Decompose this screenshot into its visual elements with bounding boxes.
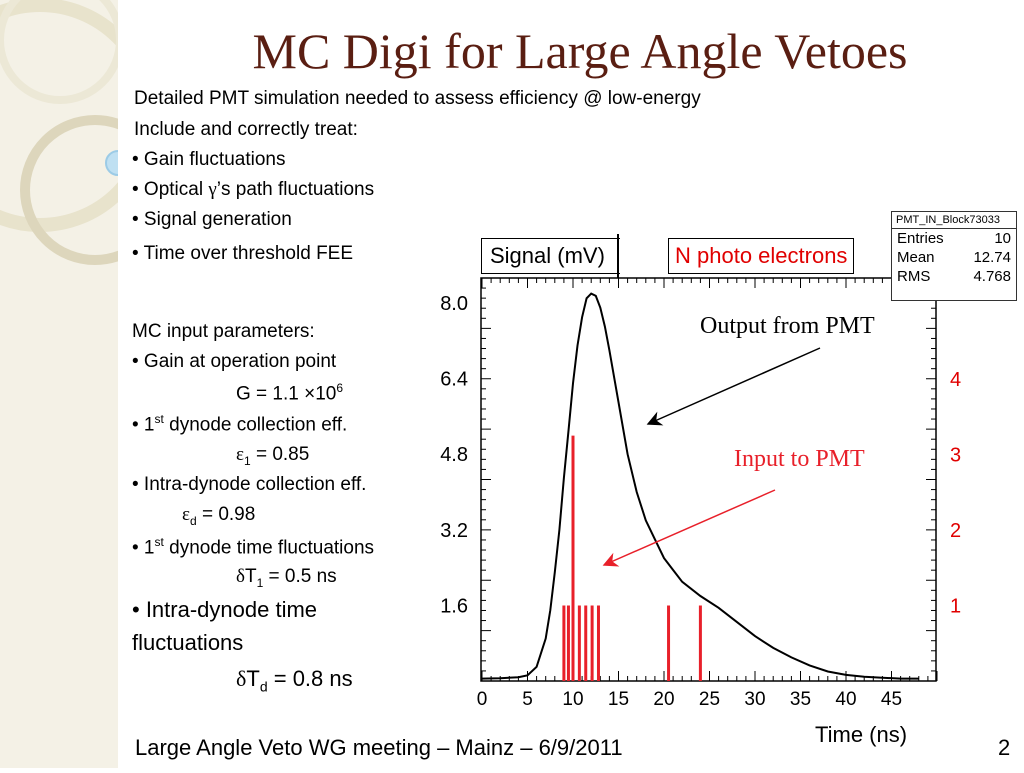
x-tick-label: 25 bbox=[699, 689, 720, 710]
stats-box: PMT_IN_Block73033 Entries 10 Mean 12.74 RM… bbox=[891, 211, 1017, 301]
intro-line-1: Detailed PMT simulation needed to assess… bbox=[134, 88, 701, 109]
y-tick-label: 6.4 bbox=[440, 369, 468, 391]
npe-tick-label: 2 bbox=[950, 520, 961, 542]
x-tick-label: 5 bbox=[522, 689, 533, 710]
params-heading: MC input parameters: bbox=[132, 321, 315, 342]
x-tick-label: 45 bbox=[881, 689, 902, 710]
param-intra-label: • Intra-dynode collection eff. bbox=[132, 474, 367, 495]
stats-box-name: PMT_IN_Block73033 bbox=[892, 212, 1016, 229]
param-dt1: δT1 = 0.5 ns bbox=[236, 566, 337, 590]
x-tick-label: 15 bbox=[608, 689, 629, 710]
bullet-optical: • Optical γ’s path fluctuations bbox=[132, 179, 375, 200]
output-signal-curve bbox=[481, 292, 919, 680]
x-tick-label: 20 bbox=[653, 689, 674, 710]
x-tick-label: 30 bbox=[744, 689, 765, 710]
x-tick-label: 35 bbox=[790, 689, 811, 710]
param-intra-time-1: • Intra-dynode time bbox=[132, 597, 318, 622]
gamma-symbol: γ bbox=[208, 179, 217, 200]
input-arrow bbox=[602, 489, 776, 567]
npe-tick-label: 1 bbox=[950, 596, 961, 618]
output-annotation: Output from PMT bbox=[700, 313, 875, 339]
param-eps1: ε1 = 0.85 bbox=[236, 444, 310, 468]
output-arrow bbox=[646, 347, 821, 426]
param-dtd: δTd = 0.8 ns bbox=[236, 666, 353, 695]
bullet-signal: • Signal generation bbox=[132, 209, 292, 230]
x-tick-label: 0 bbox=[477, 689, 488, 710]
bullet-tot: • Time over threshold FEE bbox=[132, 243, 354, 264]
stats-row: Entries 10 bbox=[897, 230, 1011, 247]
stats-row: RMS 4.768 bbox=[897, 268, 1011, 285]
param-gain-label: • Gain at operation point bbox=[132, 351, 337, 372]
intro-line-2: Include and correctly treat: bbox=[134, 119, 358, 140]
signal-box-divider bbox=[617, 234, 619, 278]
slide-title: MC Digi for Large Angle Vetoes bbox=[252, 23, 908, 79]
y-tick-label: 8.0 bbox=[440, 293, 468, 315]
param-dynode1-label: • 1st dynode collection eff. bbox=[132, 412, 348, 436]
stats-row: Mean 12.74 bbox=[897, 249, 1011, 266]
plot-frame bbox=[480, 277, 937, 682]
y-tick-label: 4.8 bbox=[440, 444, 468, 466]
x-tick-label: 10 bbox=[562, 689, 583, 710]
npe-axis-label: N photo electrons bbox=[668, 238, 855, 274]
decorative-side-panel bbox=[0, 0, 170, 768]
decorative-rings bbox=[0, 0, 170, 265]
y-tick-label: 3.2 bbox=[440, 520, 468, 542]
y-tick-label: 1.6 bbox=[440, 595, 468, 617]
x-tick-label: 40 bbox=[835, 689, 856, 710]
npe-tick-label: 4 bbox=[950, 369, 961, 391]
param-gain-value: G = 1.1 ×106 bbox=[236, 381, 344, 405]
npe-tick-label: 3 bbox=[950, 445, 961, 467]
bullet-gain: • Gain fluctuations bbox=[132, 149, 286, 170]
page-number: 2 bbox=[998, 735, 1011, 760]
param-epsd: εd = 0.98 bbox=[182, 504, 256, 528]
input-annotation: Input to PMT bbox=[734, 446, 865, 472]
footer-text: Large Angle Veto WG meeting – Mainz – 6/… bbox=[135, 735, 623, 760]
param-dynode1-time-label: • 1st dynode time fluctuations bbox=[132, 535, 375, 559]
param-intra-time-2: fluctuations bbox=[132, 630, 244, 655]
signal-axis-label: Signal (mV) bbox=[481, 238, 620, 274]
time-axis-label: Time (ns) bbox=[815, 722, 908, 747]
